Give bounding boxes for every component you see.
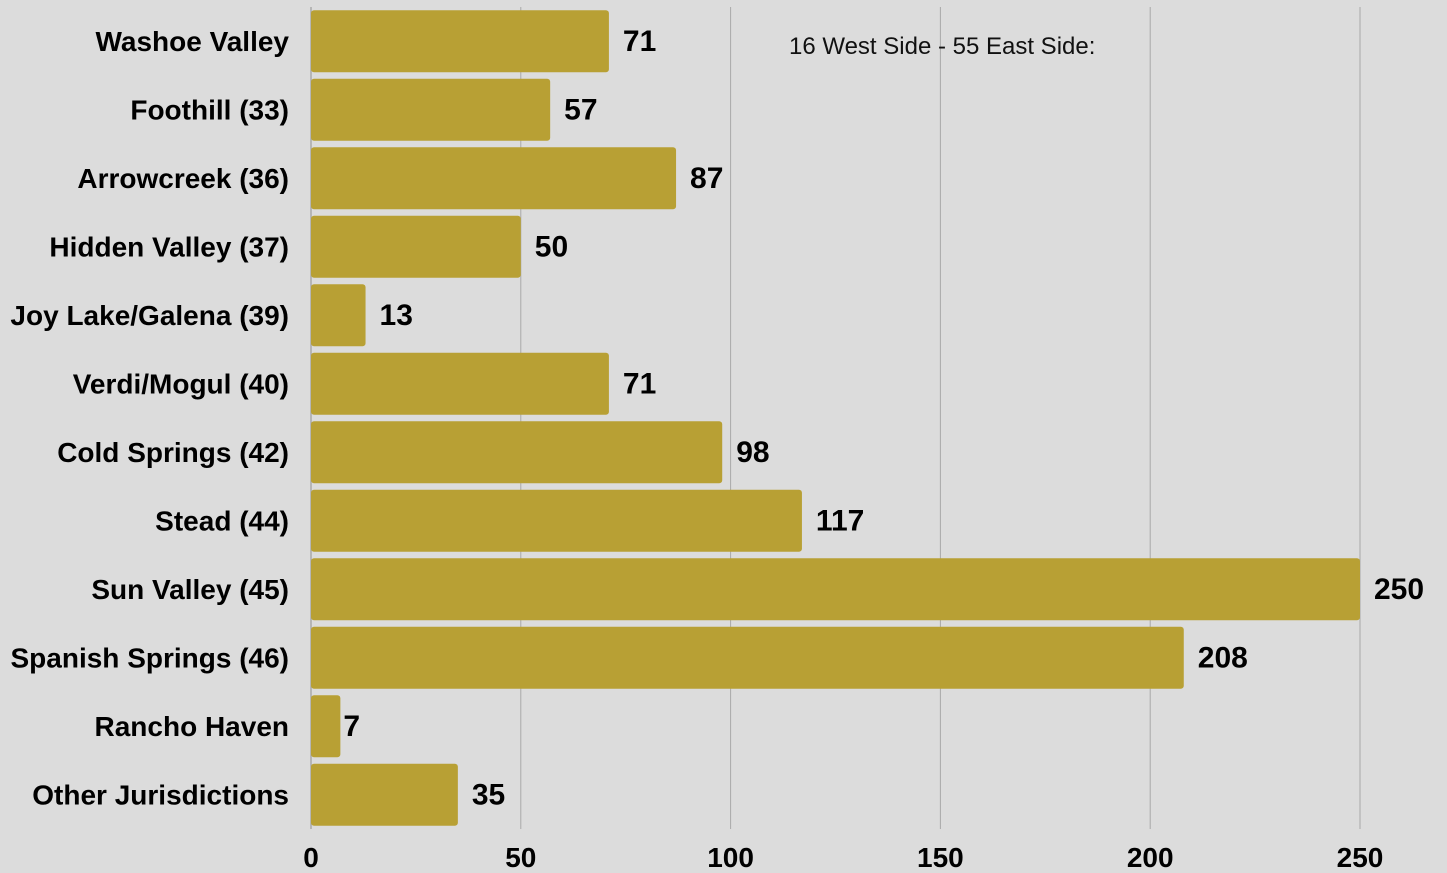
- x-axis-tick-labels: 0 50 100 150 200 250: [303, 842, 1383, 873]
- bar: [311, 626, 1184, 689]
- bar: [311, 695, 341, 758]
- category-label: Spanish Springs (46): [11, 642, 290, 673]
- bar: [311, 10, 609, 73]
- bars: [311, 10, 1360, 826]
- value-label: 98: [736, 436, 769, 469]
- category-label: Hidden Valley (37): [49, 231, 289, 262]
- value-label: 250: [1374, 573, 1424, 606]
- bar: [311, 421, 723, 484]
- value-label: 71: [623, 25, 656, 58]
- category-label: Joy Lake/Galena (39): [10, 300, 289, 331]
- bar: [311, 284, 366, 347]
- bar: [311, 763, 458, 826]
- value-label: 50: [535, 230, 568, 263]
- chart-annotation: 16 West Side - 55 East Side:: [789, 33, 1095, 60]
- category-label: Rancho Haven: [95, 711, 290, 742]
- value-label: 87: [690, 162, 723, 195]
- category-label: Stead (44): [155, 505, 289, 536]
- value-label: 57: [564, 93, 597, 126]
- category-label: Other Jurisdictions: [32, 779, 289, 810]
- grid-lines: [310, 7, 1361, 829]
- bar: [311, 489, 802, 552]
- x-tick-label: 0: [303, 842, 319, 873]
- category-label: Washoe Valley: [96, 26, 290, 57]
- bar: [311, 215, 521, 278]
- category-label: Foothill (33): [130, 94, 289, 125]
- bar: [311, 147, 677, 210]
- category-label: Verdi/Mogul (40): [73, 368, 289, 399]
- category-label: Arrowcreek (36): [77, 163, 289, 194]
- value-label: 7: [343, 710, 360, 743]
- value-label: 117: [816, 504, 864, 537]
- value-labels: 71 57 87 50 13 71 98 117 250 208 7 35: [343, 25, 1424, 812]
- value-label: 71: [623, 367, 656, 400]
- bar: [311, 352, 609, 415]
- x-tick-label: 150: [917, 842, 964, 873]
- category-label: Sun Valley (45): [91, 574, 289, 605]
- bar: [311, 78, 551, 141]
- value-label: 35: [472, 778, 505, 811]
- value-label: 208: [1198, 641, 1248, 674]
- x-tick-label: 100: [707, 842, 754, 873]
- x-tick-label: 200: [1127, 842, 1174, 873]
- value-label: 13: [380, 299, 413, 332]
- category-label: Cold Springs (42): [57, 437, 289, 468]
- category-labels: Washoe Valley Foothill (33) Arrowcreek (36…: [10, 26, 289, 811]
- x-tick-label: 250: [1337, 842, 1384, 873]
- x-tick-label: 50: [505, 842, 536, 873]
- bar: [311, 558, 1360, 621]
